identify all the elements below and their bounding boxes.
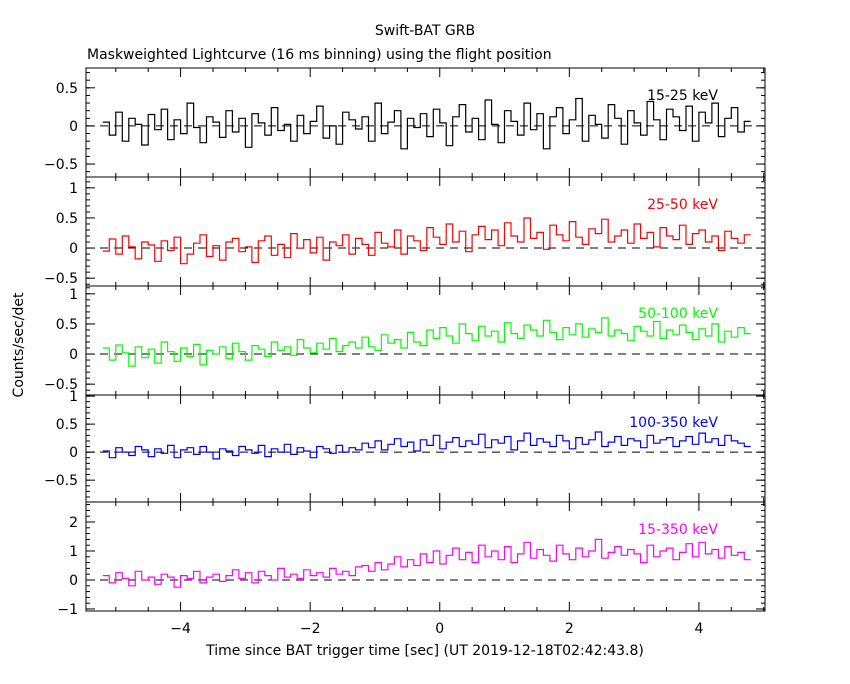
panel-50-100-keV: −0.5 0 0.5 1 50-100 keV [44, 285, 766, 396]
series-line [102, 431, 751, 460]
panel-frame [85, 501, 766, 612]
y-tick-label: 0.5 [56, 211, 78, 227]
y-tick-label: −0.5 [44, 271, 78, 287]
y-tick-label: 1 [69, 544, 78, 560]
chart-subtitle: Maskweighted Lightcurve (16 ms binning) … [87, 47, 552, 63]
panel-15-350-keV: −1 0 1 2 15-350 keV [57, 501, 766, 618]
band-label: 15-25 keV [647, 88, 718, 104]
band-label: 15-350 keV [638, 522, 718, 538]
panel-frame [85, 394, 766, 503]
y-tick-label: 0.5 [56, 417, 78, 433]
x-tick-label: 4 [694, 621, 703, 637]
x-tick-label: −2 [300, 621, 321, 637]
series-line [102, 97, 751, 150]
y-tick-label: 1 [69, 287, 78, 303]
series-line [102, 217, 751, 265]
band-label: 50-100 keV [638, 306, 718, 322]
y-tick-label: −1 [57, 602, 78, 618]
y-tick-label: 0.5 [56, 317, 78, 333]
y-axis-label: Counts/sec/det [11, 292, 27, 397]
x-axis-label: Time since BAT trigger time [sec] (UT 20… [205, 643, 644, 659]
series-line [102, 538, 751, 588]
y-tick-label: 0 [69, 445, 78, 461]
x-tick-label: −4 [170, 621, 191, 637]
y-tick-label: −0.5 [44, 473, 78, 489]
y-tick-label: 0 [69, 119, 78, 135]
panel-15-25-keV: −0.5 0 0.5 15-25 keV [44, 67, 766, 178]
series-line [102, 317, 751, 367]
y-tick-label: 0 [69, 241, 78, 257]
y-tick-label: 0 [69, 347, 78, 363]
panel-frame [85, 67, 766, 178]
y-tick-label: −0.5 [44, 157, 78, 173]
y-tick-label: 0.5 [56, 81, 78, 97]
panel-100-350-keV: −0.5 0 0.5 1 100-350 keV [44, 389, 766, 503]
x-tick-label: 2 [565, 621, 574, 637]
y-tick-label: 1 [69, 389, 78, 405]
x-tick-label: 0 [435, 621, 444, 637]
panel-25-50-keV: −0.5 0 0.5 1 25-50 keV [44, 176, 766, 287]
band-label: 25-50 keV [647, 197, 718, 213]
y-tick-label: −0.5 [44, 377, 78, 393]
y-tick-label: 1 [69, 181, 78, 197]
y-tick-label: 0 [69, 573, 78, 589]
panel-frame [85, 176, 766, 287]
chart-title: Swift-BAT GRB [375, 23, 475, 39]
band-label: 100-350 keV [629, 415, 718, 431]
y-tick-label: 2 [69, 515, 78, 531]
panel-frame [85, 285, 766, 396]
